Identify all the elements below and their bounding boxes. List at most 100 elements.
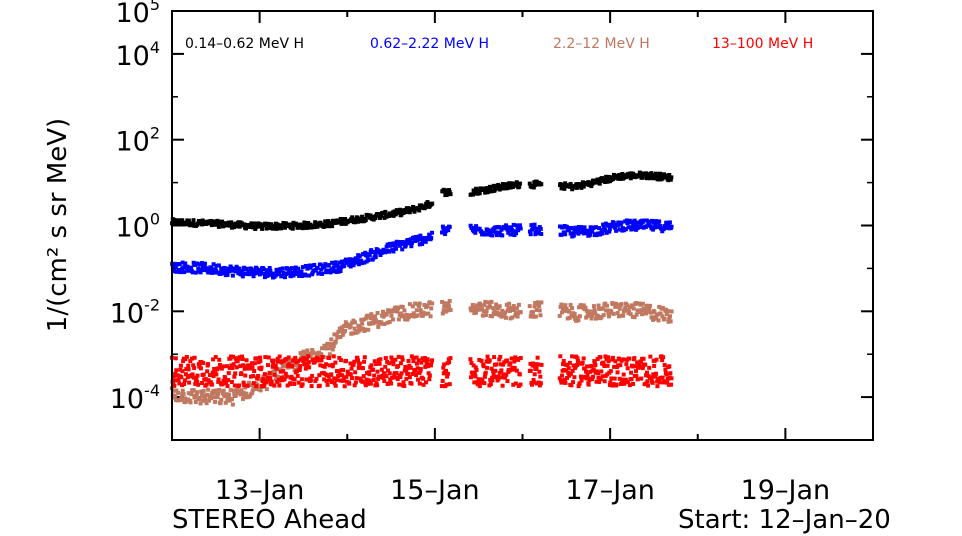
series-point [445,374,450,379]
series-point [179,375,184,380]
series-point [559,380,564,385]
series-point [514,231,519,236]
series-point [413,368,418,373]
series-point [291,273,296,278]
series-point [443,232,448,237]
series-point [586,309,591,314]
series-point [511,222,516,227]
series-point [418,233,423,238]
series-point [290,223,295,228]
series-point [577,381,582,386]
series-point [418,369,423,374]
series-point [574,318,579,323]
series-point [440,311,445,316]
series-point [334,377,339,382]
series-point [585,313,590,318]
series-point [620,171,625,176]
series-point [249,266,254,271]
series-point [531,185,536,190]
series-point [528,314,533,319]
series-point [224,270,229,275]
series-point [330,347,335,352]
series-point [262,381,267,386]
series-point [532,222,537,227]
x-axis: 13–Jan 15–Jan 17–Jan 19–Jan [171,11,874,506]
series-point [237,266,242,271]
series-point [650,227,655,232]
series-point [559,302,564,307]
series-point [317,373,322,378]
series-point [305,266,310,271]
series-point [614,382,619,387]
series-point [229,397,234,402]
series-point [193,381,198,386]
series-point [425,200,430,205]
series-point [398,311,403,316]
x-tick-label: 15–Jan [390,475,479,506]
series-point [174,368,179,373]
series-point [254,384,259,389]
series-point [357,254,362,259]
series-point [648,224,653,229]
series-point [498,354,503,359]
series-point [491,229,496,234]
series-point [512,365,517,370]
series-point [501,313,506,318]
series-point [423,239,428,244]
series-point [483,190,488,195]
series-point [633,220,638,225]
series-point [286,355,291,360]
series-point [421,376,426,381]
series-point [658,311,663,316]
series-point [446,304,451,309]
series-point [641,356,646,361]
series-point [314,376,319,381]
series-point [645,379,650,384]
series-point [367,372,372,377]
series-point [335,263,340,268]
series-point [261,383,266,388]
series-point [665,380,670,385]
series-point [219,397,224,402]
series-point [390,375,395,380]
series-point [617,357,622,362]
series-point [411,359,416,364]
series-point [339,259,344,264]
series-point [644,373,649,378]
series-point [662,362,667,367]
series-point [593,311,598,316]
series-point [353,320,358,325]
series-point [389,381,394,386]
series-point [443,229,448,234]
series-point [657,219,662,224]
series-point [442,304,447,309]
series-point [396,306,401,311]
series-point [274,226,279,231]
series-point [363,250,368,255]
series-point [179,396,184,401]
series-point [584,369,589,374]
series-point [191,363,196,368]
series-point [209,382,214,387]
series-point [584,376,589,381]
series-point [562,377,567,382]
series-point [652,310,657,315]
series-point [326,374,331,379]
series-point [644,176,649,181]
series-point [568,371,573,376]
series-point [637,365,642,370]
series-point [209,265,214,270]
series-point [617,227,622,232]
series-point [305,363,310,368]
series-point [427,300,432,305]
series-point [472,370,477,375]
series-point [211,374,216,379]
series-point [354,260,359,265]
series-point [193,399,198,404]
series-point [340,219,345,224]
series-point [398,361,403,366]
series-point [417,381,422,386]
series-point [189,392,194,397]
series-point [491,372,496,377]
series-point [177,262,182,267]
